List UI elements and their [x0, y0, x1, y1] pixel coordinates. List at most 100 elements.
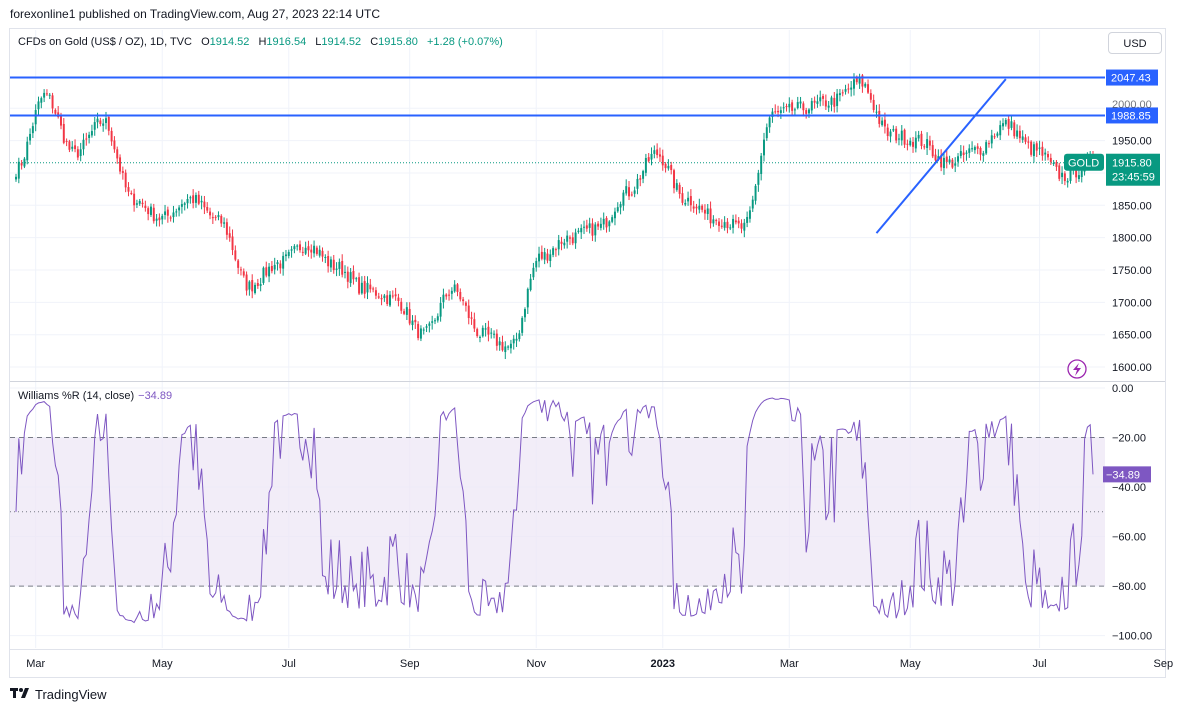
candle-body	[1007, 118, 1010, 129]
candle-body	[664, 163, 667, 169]
candle-body	[138, 201, 141, 204]
williams-legend: Williams %R (14, close) −34.89	[18, 390, 172, 402]
candle-body	[810, 101, 813, 111]
candle-body	[841, 92, 844, 94]
candle-body	[599, 223, 602, 228]
candle-body	[965, 152, 968, 154]
candle-body	[338, 261, 341, 269]
candle-body	[785, 106, 788, 108]
candle-body	[456, 284, 459, 292]
candle-body	[324, 256, 327, 258]
candle-body	[993, 136, 996, 138]
candle-body	[734, 220, 737, 223]
candle-body	[591, 223, 594, 236]
candle-body	[779, 110, 782, 113]
candle-body	[656, 149, 659, 156]
candle-body	[822, 95, 825, 99]
open-value: 1914.52	[209, 36, 250, 48]
candle-body	[568, 237, 571, 239]
candle-body	[237, 260, 240, 268]
candle-body	[51, 95, 54, 109]
candle-body	[321, 250, 324, 257]
candle-body	[619, 204, 622, 208]
candle-body	[206, 207, 209, 211]
osc-axis-label: −100.00	[1112, 631, 1152, 643]
candle-body	[861, 75, 864, 87]
candle-body	[813, 100, 816, 103]
high-value: 1916.54	[266, 36, 307, 48]
candle-body	[327, 256, 330, 267]
candle-body	[737, 220, 740, 224]
candle-body	[369, 284, 372, 290]
candle-body	[521, 317, 524, 333]
candle-body	[293, 246, 296, 250]
candle-body	[816, 101, 819, 104]
candle-body	[1002, 123, 1004, 127]
williams-title[interactable]: Williams %R (14, close)	[18, 390, 135, 402]
candle-body	[248, 281, 251, 290]
candle-body	[751, 199, 754, 209]
candle-body	[169, 217, 172, 219]
candle-body	[1063, 173, 1066, 182]
candle-body	[549, 254, 552, 261]
candle-body	[130, 192, 133, 194]
currency-button[interactable]: USD	[1108, 32, 1162, 54]
candle-body	[740, 223, 743, 229]
price-axis-label: 1850.00	[1112, 200, 1152, 212]
candle-body	[743, 222, 746, 231]
candle-body	[886, 127, 889, 137]
candle-body	[434, 320, 436, 322]
candle-body	[428, 323, 431, 326]
candle-body	[352, 271, 355, 280]
osc-axis-label: −40.00	[1112, 482, 1146, 494]
candle-body	[990, 135, 993, 144]
candle-body	[926, 139, 929, 148]
candle-body	[566, 235, 569, 242]
candle-body	[689, 196, 692, 206]
candle-body	[608, 221, 611, 227]
footer-brand[interactable]: TradingView	[10, 687, 107, 702]
time-axis-label: Mar	[780, 658, 799, 670]
candle-body	[805, 110, 808, 114]
candle-body	[20, 163, 23, 166]
candle-body	[470, 317, 473, 319]
candle-body	[945, 156, 948, 162]
candle-body	[1016, 130, 1019, 137]
candle-body	[763, 139, 765, 156]
candle-body	[512, 338, 515, 344]
candle-body	[1049, 157, 1052, 162]
instrument-title[interactable]: CFDs on Gold (US$ / OZ), 1D, TVC	[18, 36, 193, 48]
price-axis-label: 1950.00	[1112, 136, 1152, 148]
osc-axis-label: −60.00	[1112, 532, 1146, 544]
candle-body	[40, 98, 43, 103]
candle-body	[940, 155, 943, 168]
candle-body	[197, 194, 200, 204]
candle-body	[1047, 153, 1049, 158]
candle-body	[279, 263, 282, 269]
candle-body	[220, 215, 223, 224]
candle-body	[183, 203, 186, 205]
candle-body	[273, 264, 276, 270]
candle-body	[979, 147, 982, 155]
candle-body	[906, 143, 909, 145]
candle-body	[152, 207, 155, 222]
close-value: 1915.80	[378, 36, 418, 48]
candle-body	[720, 225, 723, 227]
price-axis-label: 1800.00	[1112, 233, 1152, 245]
candle-body	[34, 110, 37, 125]
time-axis-label: Sep	[1154, 658, 1174, 670]
candle-body	[754, 185, 757, 201]
candle-body	[335, 268, 338, 270]
candle-body	[633, 190, 636, 194]
candle-body	[82, 139, 85, 150]
candle-body	[982, 153, 985, 156]
candle-body	[628, 187, 631, 197]
candle-body	[746, 217, 749, 223]
candle-body	[217, 215, 220, 218]
candle-body	[405, 307, 408, 315]
price-axis-label: 1750.00	[1112, 265, 1152, 277]
candle-body	[43, 92, 46, 98]
candle-body	[366, 282, 369, 293]
candle-body	[453, 284, 456, 292]
